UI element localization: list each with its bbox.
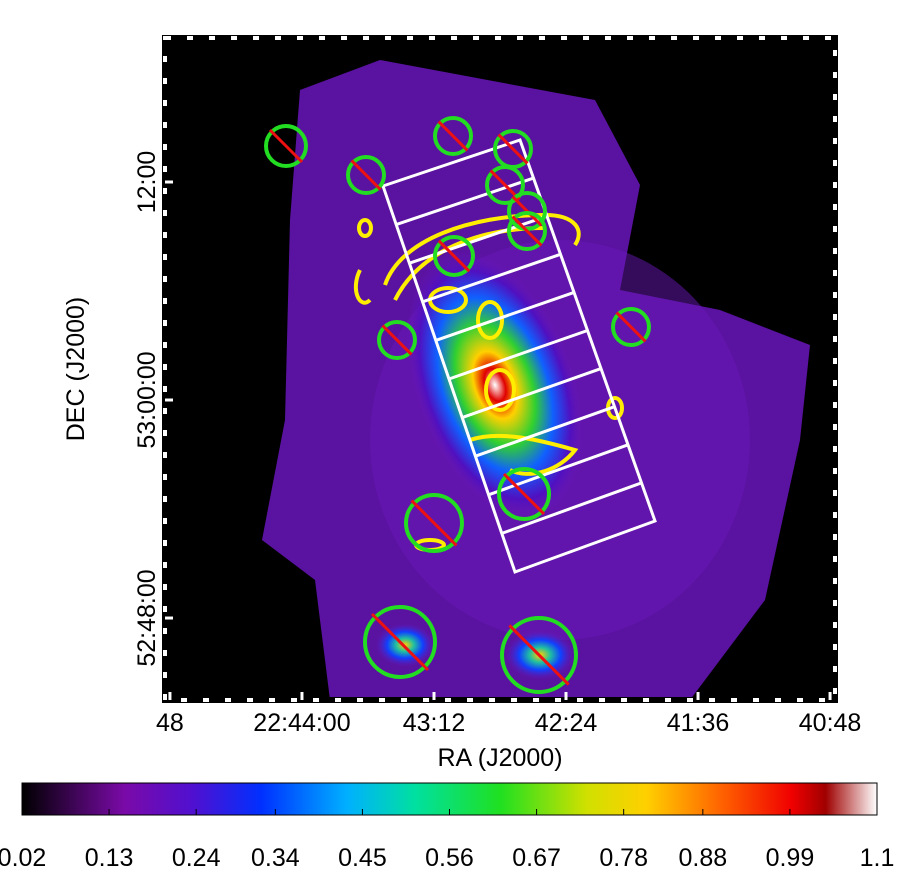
y-axis-label: DEC (J2000) (62, 297, 90, 442)
regions (264, 116, 651, 694)
y-tick-label: 53:00:00 (133, 351, 161, 448)
overlay (264, 116, 657, 694)
slice-divider (501, 481, 643, 535)
region-circle (377, 320, 417, 360)
slice-divider (422, 252, 561, 304)
colorbar-tick-label: 0.45 (338, 844, 387, 872)
region-circle (346, 155, 386, 195)
x-tick-label: 41:36 (667, 709, 730, 737)
image (165, 38, 835, 700)
x-tick-label: 43:12 (403, 709, 466, 737)
region-slash (410, 499, 458, 547)
slice-divider (408, 214, 548, 265)
x-tick-label: 42:24 (535, 709, 598, 737)
slice-divider (448, 329, 588, 381)
region-circle (507, 211, 547, 251)
x-tick-label: 48 (156, 709, 184, 737)
colorbar-tick-label: 1.1 (860, 844, 895, 872)
frame-dash (163, 36, 837, 702)
region-slash (489, 169, 521, 201)
region-circle (404, 493, 464, 553)
y-tick-label: 52:48:00 (133, 569, 161, 666)
region-circle (500, 616, 578, 694)
region-circle (264, 124, 308, 168)
slices (381, 138, 657, 574)
slice-divider (435, 290, 575, 342)
region-slash (497, 133, 529, 165)
slice-divider (474, 405, 616, 458)
region-circle (433, 116, 473, 156)
region-circle (497, 467, 551, 521)
x-tick-label: 22:44:00 (253, 709, 350, 737)
region-slash (437, 239, 471, 273)
region-slash (350, 159, 382, 191)
region-slash (502, 472, 546, 516)
region-slash (511, 215, 543, 247)
colorbar-tick-label: 0.24 (172, 844, 221, 872)
slice-box (381, 138, 657, 574)
colorbar-tick-label: 0.67 (512, 844, 561, 872)
region-slash (508, 624, 570, 686)
region-slash (615, 311, 647, 343)
region-circle (363, 605, 437, 679)
slice-divider (461, 367, 602, 420)
x-tick-label: 40:48 (799, 709, 862, 737)
x-axis-label: RA (J2000) (437, 744, 562, 772)
region-circle (433, 235, 475, 277)
colorbar-tick-label: 0.56 (425, 844, 474, 872)
slice-divider (488, 443, 629, 497)
slice-divider (395, 176, 534, 227)
colorbar-tick-label: 0.78 (599, 844, 648, 872)
region-slash (268, 128, 304, 164)
colorbar-tick-label: 0.88 (678, 844, 727, 872)
colorbar-tick-label: 0.13 (85, 844, 134, 872)
region-circle (485, 165, 525, 205)
region-slash (381, 324, 413, 356)
region-slash (437, 120, 469, 152)
colorbar-tick-label: 0.34 (251, 844, 300, 872)
region-slash (370, 612, 430, 672)
colorbar-tick-label: 0.99 (766, 844, 815, 872)
region-circle (611, 307, 651, 347)
colorbar-tick-label: 0.02 (0, 844, 46, 872)
y-tick-label: 12:00 (133, 151, 161, 214)
